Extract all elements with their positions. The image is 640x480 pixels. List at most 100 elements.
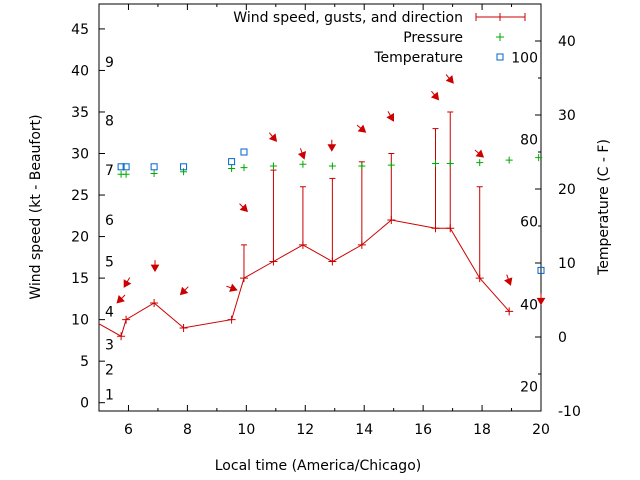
temperature-point [240, 148, 248, 156]
y-left-axis-title: Wind speed (kt - Beaufort) [28, 114, 44, 299]
wind-arrow-shaft [226, 285, 232, 289]
beaufort-label: 3 [105, 338, 114, 354]
legend-temperature-label: Temperature [373, 50, 463, 66]
y-left-tick-label: 45 [71, 22, 89, 38]
wind-arrow-shaft [268, 132, 273, 137]
wind-speed-line [98, 219, 510, 337]
y-left-tick-label: 10 [71, 313, 89, 329]
wind-speed-point [179, 323, 188, 332]
x-tick-label: 18 [473, 422, 491, 438]
wind-speed-point [298, 240, 307, 249]
beaufort-label: 7 [105, 163, 114, 179]
temperature-point [180, 163, 188, 171]
x-tick-label: 6 [124, 422, 133, 438]
wind-arrow-shaft [126, 277, 131, 283]
pressure-point [122, 170, 130, 178]
x-tick-label: 20 [532, 422, 550, 438]
wind-speed-point [357, 240, 366, 249]
temperature-point [117, 163, 125, 171]
temperature-points [117, 148, 545, 274]
wind-speed-point [117, 332, 126, 341]
wind-speed-point [150, 299, 159, 308]
pressure-point [240, 164, 248, 172]
wind-arrow-head [445, 75, 454, 84]
wind-arrow-shaft [506, 274, 509, 280]
temperature-point [122, 163, 130, 171]
wind-arrow-shaft [184, 286, 189, 291]
pressure-point [446, 159, 454, 167]
wind-speed-point [475, 274, 484, 283]
y-right-tick-label: 30 [558, 108, 576, 124]
x-tick-label: 8 [183, 422, 192, 438]
beaufort-label: 9 [105, 55, 114, 71]
y-right-tick-label: 0 [558, 330, 567, 346]
fahrenheit-label: 40 [520, 297, 538, 313]
wind-arrow-head [229, 283, 238, 292]
wind-arrow-head [475, 149, 485, 158]
pressure-points [117, 154, 543, 178]
y-left-tick-label: 30 [71, 147, 89, 163]
y-right-tick-label: 10 [558, 256, 576, 272]
pressure-point [505, 156, 513, 164]
wind-arrow-head [150, 264, 160, 273]
wind-arrow-shaft [356, 124, 362, 129]
pressure-point [328, 162, 336, 170]
y-right-axis: -10 0 10 20 30 40 [535, 34, 581, 420]
x-axis-title: Local time (America/Chicago) [215, 458, 421, 474]
pressure-point [432, 159, 440, 167]
x-axis: 6 8 10 12 14 16 18 20 [98, 4, 550, 438]
wind-arrow-head [430, 91, 440, 101]
wind-speed-point [446, 224, 455, 233]
wind-speed-point [431, 224, 440, 233]
wind-arrow-shaft [474, 149, 480, 154]
wind-speed-point [227, 315, 236, 324]
y-right-tick-label: 20 [558, 182, 576, 198]
y-left-tick-label: 20 [71, 230, 89, 246]
wind-arrow-head [504, 277, 513, 286]
wind-arrow-shaft [445, 74, 450, 79]
wind-speed-point [387, 215, 396, 224]
pressure-point [476, 159, 484, 167]
wind-arrow-head [386, 113, 394, 122]
temperature-point [150, 163, 158, 171]
wind-speed-point [328, 257, 337, 266]
x-tick-label: 16 [414, 422, 432, 438]
wind-speed-point [122, 315, 131, 324]
wind-direction-arrows [116, 74, 546, 306]
y-left-tick-label: 25 [71, 188, 89, 204]
fahrenheit-label: 100 [511, 50, 538, 66]
beaufort-label: 4 [105, 304, 114, 320]
legend: Wind speed, gusts, and direction Pressur… [233, 10, 526, 66]
wind-arrow-head [268, 133, 278, 142]
y-left-axis: 0 5 10 15 20 25 30 35 40 45 [71, 22, 105, 412]
pressure-point [387, 161, 395, 169]
y-right-tick-label: -10 [558, 404, 581, 420]
wind-arrow-head [179, 286, 189, 296]
wind-speed-markers [117, 215, 514, 341]
fahrenheit-scale: 20 40 60 80 100 [511, 50, 538, 395]
beaufort-label: 1 [105, 387, 114, 403]
pressure-point [358, 162, 366, 170]
pressure-point [299, 160, 307, 168]
wind-arrow-shaft [239, 203, 244, 208]
pressure-point [150, 169, 158, 177]
wind-arrow-head [239, 203, 249, 213]
beaufort-scale: 1 2 3 4 5 6 7 8 9 [105, 55, 114, 403]
beaufort-label: 5 [105, 254, 114, 270]
x-tick-label: 12 [296, 422, 314, 438]
y-left-tick-label: 40 [71, 63, 89, 79]
legend-temperature-marker [496, 53, 504, 61]
beaufort-label: 8 [105, 113, 114, 129]
y-left-tick-label: 35 [71, 105, 89, 121]
wind-arrow-head [357, 124, 367, 133]
wind-arrow-shaft [299, 148, 303, 154]
beaufort-label: 6 [105, 213, 114, 229]
wind-arrow-head [297, 151, 307, 160]
x-tick-label: 14 [355, 422, 373, 438]
wind-arrow-shaft [121, 294, 126, 299]
y-left-tick-label: 15 [71, 271, 89, 287]
temperature-point [228, 158, 236, 166]
wind-arrow-head [327, 144, 337, 152]
wind-arrow-shaft [387, 111, 391, 116]
